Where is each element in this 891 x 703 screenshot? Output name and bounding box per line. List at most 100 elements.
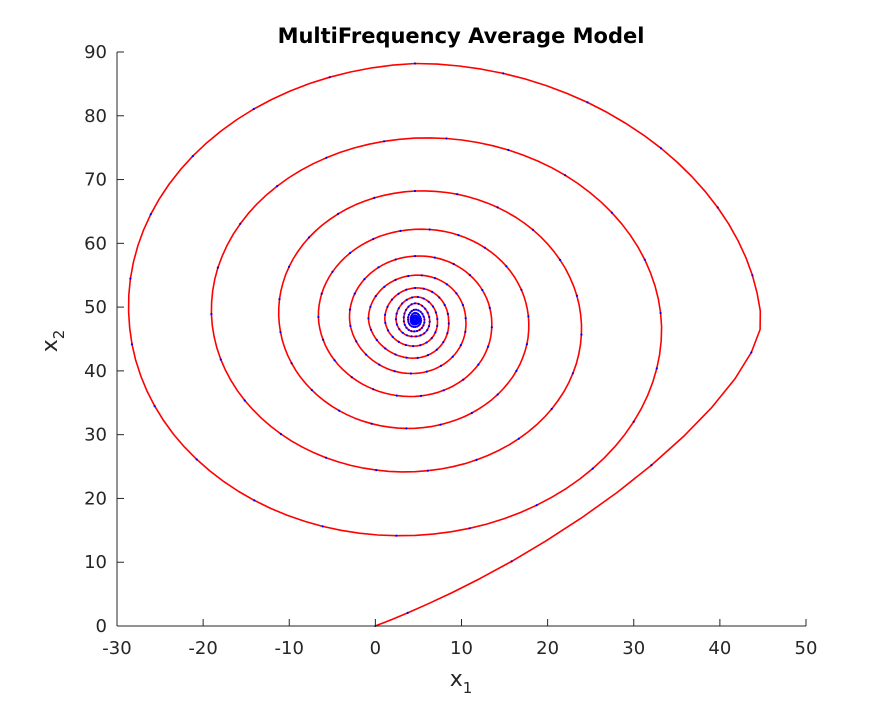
sample-point xyxy=(505,265,508,268)
sample-point xyxy=(515,369,518,372)
sample-point xyxy=(384,313,387,316)
sample-point xyxy=(407,320,410,323)
sample-point xyxy=(455,292,458,295)
y-tick-label: 60 xyxy=(84,233,107,254)
y-tick-label: 0 xyxy=(96,616,107,637)
sample-point xyxy=(276,185,279,188)
sample-point xyxy=(425,370,428,373)
sample-point xyxy=(517,437,520,440)
sample-point xyxy=(374,295,377,298)
sample-point xyxy=(403,312,406,315)
sample-point xyxy=(424,307,427,310)
y-axis-label-main: x xyxy=(38,339,63,352)
sample-point xyxy=(462,378,465,381)
sample-point xyxy=(412,308,415,311)
sample-point xyxy=(496,206,499,209)
sample-point xyxy=(481,288,484,292)
sample-point xyxy=(365,353,368,356)
sample-point xyxy=(443,303,446,307)
sample-point xyxy=(527,315,530,318)
sample-point xyxy=(445,283,448,286)
sample-point xyxy=(580,333,583,336)
sample-point xyxy=(409,311,412,314)
sample-point xyxy=(395,312,398,315)
sample-point xyxy=(395,323,399,326)
sample-point xyxy=(415,318,418,322)
sample-point xyxy=(407,328,410,331)
sample-point xyxy=(402,316,405,319)
sample-point xyxy=(520,288,523,291)
sample-point xyxy=(413,189,417,193)
sample-point xyxy=(659,311,662,315)
plot-area xyxy=(127,62,762,628)
sample-point xyxy=(459,344,462,347)
sample-point xyxy=(423,318,426,321)
sample-point xyxy=(409,316,412,319)
sample-point xyxy=(502,72,505,75)
sample-point xyxy=(425,341,428,344)
sample-point xyxy=(405,308,408,311)
sample-point xyxy=(414,325,417,328)
sample-point xyxy=(397,307,400,310)
sample-point xyxy=(348,308,352,311)
sample-point xyxy=(310,388,313,392)
sample-point xyxy=(397,292,400,295)
sample-point xyxy=(278,298,281,301)
sample-point xyxy=(153,405,156,408)
sample-point xyxy=(317,315,320,319)
sample-point xyxy=(416,356,419,359)
sample-point xyxy=(428,315,431,319)
sample-point xyxy=(655,367,658,370)
sample-point xyxy=(394,353,397,356)
sample-point xyxy=(660,147,663,150)
sample-point xyxy=(337,212,340,215)
sample-point xyxy=(413,330,416,333)
sample-point xyxy=(413,286,417,290)
sample-point xyxy=(405,334,408,337)
sample-point xyxy=(433,256,436,259)
sample-point xyxy=(435,348,438,351)
sample-point xyxy=(413,255,417,258)
sample-point xyxy=(411,296,414,299)
sample-point xyxy=(403,323,406,326)
sample-point xyxy=(321,525,324,528)
sample-point xyxy=(426,469,429,472)
sample-point xyxy=(129,277,132,280)
sample-point xyxy=(349,324,352,327)
sample-point xyxy=(386,329,390,332)
sample-point xyxy=(426,329,429,332)
sample-point xyxy=(428,320,431,323)
sample-point xyxy=(401,331,404,334)
sample-point xyxy=(591,467,594,470)
sample-point xyxy=(373,196,376,199)
sample-point xyxy=(412,345,415,348)
sample-point xyxy=(483,246,486,249)
sample-point xyxy=(325,156,328,159)
sample-point xyxy=(418,328,421,331)
sample-point xyxy=(307,236,311,239)
sample-point xyxy=(405,356,408,359)
sample-point xyxy=(394,278,397,281)
sample-point xyxy=(490,326,493,329)
sample-point xyxy=(438,296,441,299)
sample-point xyxy=(407,305,410,308)
y-tick-label: 20 xyxy=(84,488,107,509)
sample-point xyxy=(420,326,423,329)
sample-point xyxy=(632,420,635,423)
y-tick-label: 10 xyxy=(84,552,107,573)
sample-point xyxy=(370,422,373,425)
sample-point xyxy=(405,298,408,301)
sample-point xyxy=(417,309,420,312)
sample-point xyxy=(716,206,719,209)
sample-point xyxy=(451,355,454,358)
sample-point xyxy=(430,337,433,340)
sample-point xyxy=(456,193,459,196)
sample-point xyxy=(475,458,478,461)
sample-point xyxy=(419,315,422,318)
sample-point xyxy=(510,560,513,563)
sample-point xyxy=(405,326,408,329)
sample-point xyxy=(496,393,499,396)
sample-point xyxy=(421,312,424,315)
